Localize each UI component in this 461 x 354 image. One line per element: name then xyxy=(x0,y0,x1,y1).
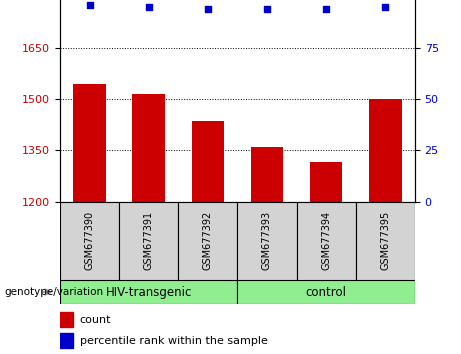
Text: GSM677392: GSM677392 xyxy=(203,211,213,270)
Bar xyxy=(192,121,224,202)
Point xyxy=(263,6,271,12)
Bar xyxy=(132,94,165,202)
Bar xyxy=(60,280,237,304)
Bar xyxy=(356,202,415,280)
Bar xyxy=(369,99,402,202)
Text: percentile rank within the sample: percentile rank within the sample xyxy=(80,336,268,346)
Text: GSM677395: GSM677395 xyxy=(380,211,390,270)
Text: GSM677390: GSM677390 xyxy=(84,211,95,270)
Bar xyxy=(60,333,73,348)
Point xyxy=(204,6,212,12)
Text: genotype/variation: genotype/variation xyxy=(5,287,104,297)
Bar xyxy=(251,147,283,202)
Text: GSM677391: GSM677391 xyxy=(144,211,154,270)
Point xyxy=(86,2,93,7)
Bar xyxy=(60,312,73,327)
Text: control: control xyxy=(306,286,347,298)
Bar xyxy=(237,280,415,304)
Bar xyxy=(60,202,119,280)
Bar xyxy=(310,162,343,202)
Bar xyxy=(119,202,178,280)
Point xyxy=(382,4,389,10)
Bar xyxy=(237,202,296,280)
Point xyxy=(145,4,152,10)
Text: GSM677394: GSM677394 xyxy=(321,211,331,270)
Bar xyxy=(73,84,106,202)
Text: GSM677393: GSM677393 xyxy=(262,211,272,270)
Point xyxy=(322,6,330,12)
Bar xyxy=(178,202,237,280)
Text: count: count xyxy=(80,315,111,325)
Text: HIV-transgenic: HIV-transgenic xyxy=(106,286,192,298)
Bar xyxy=(296,202,356,280)
